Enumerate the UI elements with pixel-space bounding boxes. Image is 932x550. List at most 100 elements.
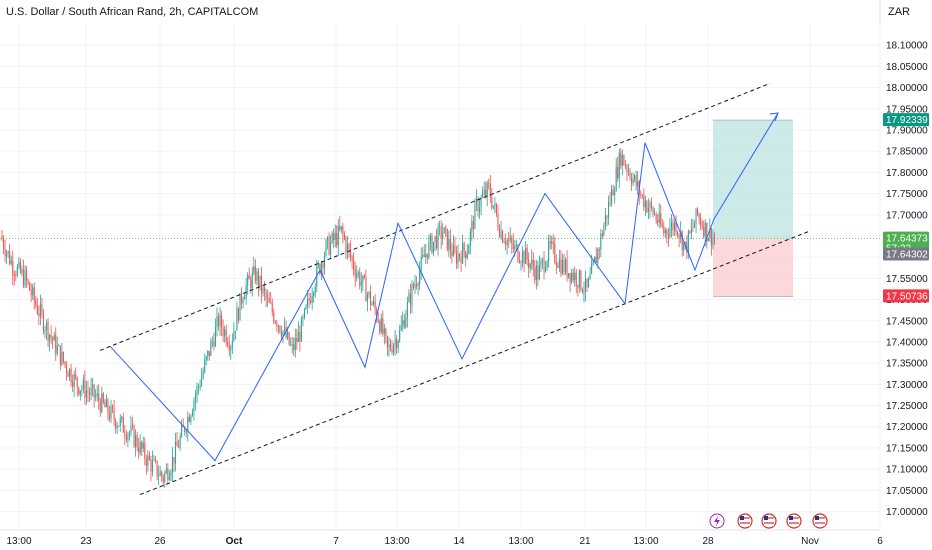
candle-body	[33, 287, 35, 301]
candle-body	[171, 457, 173, 473]
candle-body	[147, 455, 149, 467]
candle-body	[509, 237, 511, 241]
candle-body	[388, 344, 390, 347]
candle-body	[603, 225, 605, 236]
time-axis[interactable]: 13:00 23 26 Oct 7 13:00 14 13:00 21 13:00 28 Nov 6	[6, 536, 883, 547]
candle-body	[10, 260, 12, 264]
candle-body	[82, 379, 84, 389]
candle-body	[589, 274, 591, 279]
candle-body	[198, 386, 200, 387]
candle-body	[47, 322, 49, 341]
candle-body	[386, 335, 388, 347]
candle-body	[210, 341, 212, 356]
candle-body	[452, 245, 454, 256]
candle-body	[248, 275, 250, 280]
candle-body	[591, 264, 593, 275]
candle-body	[670, 222, 673, 229]
candle-body	[64, 361, 66, 365]
candle-body	[700, 217, 702, 226]
candle-body	[138, 447, 140, 453]
candle-body	[346, 244, 349, 253]
candle-body	[621, 154, 623, 166]
candle-body	[139, 441, 141, 453]
candle-body	[657, 220, 659, 223]
candle-body	[604, 215, 606, 226]
candle-body	[666, 230, 668, 235]
candle-body	[116, 426, 118, 429]
lightning-bolt	[714, 516, 720, 526]
candle-body	[684, 242, 686, 243]
candle-body	[92, 384, 94, 388]
candle-body	[279, 325, 281, 332]
candle-body	[81, 388, 83, 391]
candle-body	[294, 338, 296, 350]
candle-body	[265, 292, 267, 299]
candle-body	[405, 317, 407, 328]
candle-body	[360, 282, 362, 286]
candle-body	[468, 245, 470, 255]
candle-body	[216, 315, 218, 327]
candle-body	[595, 256, 597, 264]
candle-body	[259, 275, 261, 287]
y-tick-label: 17.85000	[886, 147, 928, 158]
candle-body	[336, 232, 338, 246]
candle-body	[7, 251, 9, 253]
candle-body	[65, 364, 68, 373]
candle-body	[400, 325, 402, 331]
candle-body	[49, 334, 51, 341]
candle-body	[706, 222, 708, 241]
drawings	[99, 82, 809, 496]
candle-body	[374, 301, 376, 310]
event-icons[interactable]	[709, 513, 828, 529]
candle-body	[95, 395, 97, 398]
candle-body	[588, 278, 590, 287]
candle-body	[569, 273, 571, 282]
candle-body	[202, 371, 204, 378]
candle-body	[167, 468, 169, 480]
candle-body	[9, 251, 11, 264]
candle-body	[13, 275, 15, 276]
candle-body	[626, 166, 628, 172]
candle-body	[500, 231, 502, 237]
x-tick-label: Nov	[801, 536, 819, 547]
candle-body	[233, 331, 235, 342]
candle-body	[228, 345, 230, 350]
candle-body	[62, 351, 64, 362]
candle-body	[647, 207, 649, 212]
candle-body	[351, 257, 353, 260]
candle-body	[214, 326, 216, 347]
candle-body	[532, 259, 534, 269]
candle-body	[191, 411, 193, 416]
candle-body	[4, 248, 6, 257]
candle-body	[460, 256, 462, 264]
candle-body	[563, 259, 565, 273]
candle-body	[107, 399, 109, 414]
candle-body	[21, 269, 23, 273]
candle-body	[59, 345, 61, 365]
candle-body	[50, 334, 52, 338]
candle-body	[190, 415, 192, 422]
candle-body	[491, 197, 493, 208]
candle-body	[416, 284, 418, 286]
candle-body	[185, 431, 187, 433]
candle-body	[225, 329, 227, 343]
candles	[1, 148, 716, 488]
candle-body	[689, 231, 691, 233]
candle-body	[564, 259, 567, 273]
channel-lower-line	[139, 231, 809, 496]
candle-body	[93, 384, 95, 398]
candle-body	[310, 300, 312, 303]
price-axis[interactable]: 17.00000 17.05000 17.10000 17.15000 17.20000…	[886, 41, 928, 518]
candle-body	[555, 261, 557, 266]
candle-body	[305, 305, 307, 309]
candle-body	[615, 166, 617, 191]
y-tick-label: 17.95000	[886, 104, 928, 115]
x-tick-label: 26	[154, 536, 166, 547]
candle-body	[434, 236, 436, 242]
candle-body	[260, 275, 263, 293]
candle-body	[598, 249, 600, 250]
candle-body	[654, 214, 656, 216]
candle-body	[707, 238, 709, 241]
